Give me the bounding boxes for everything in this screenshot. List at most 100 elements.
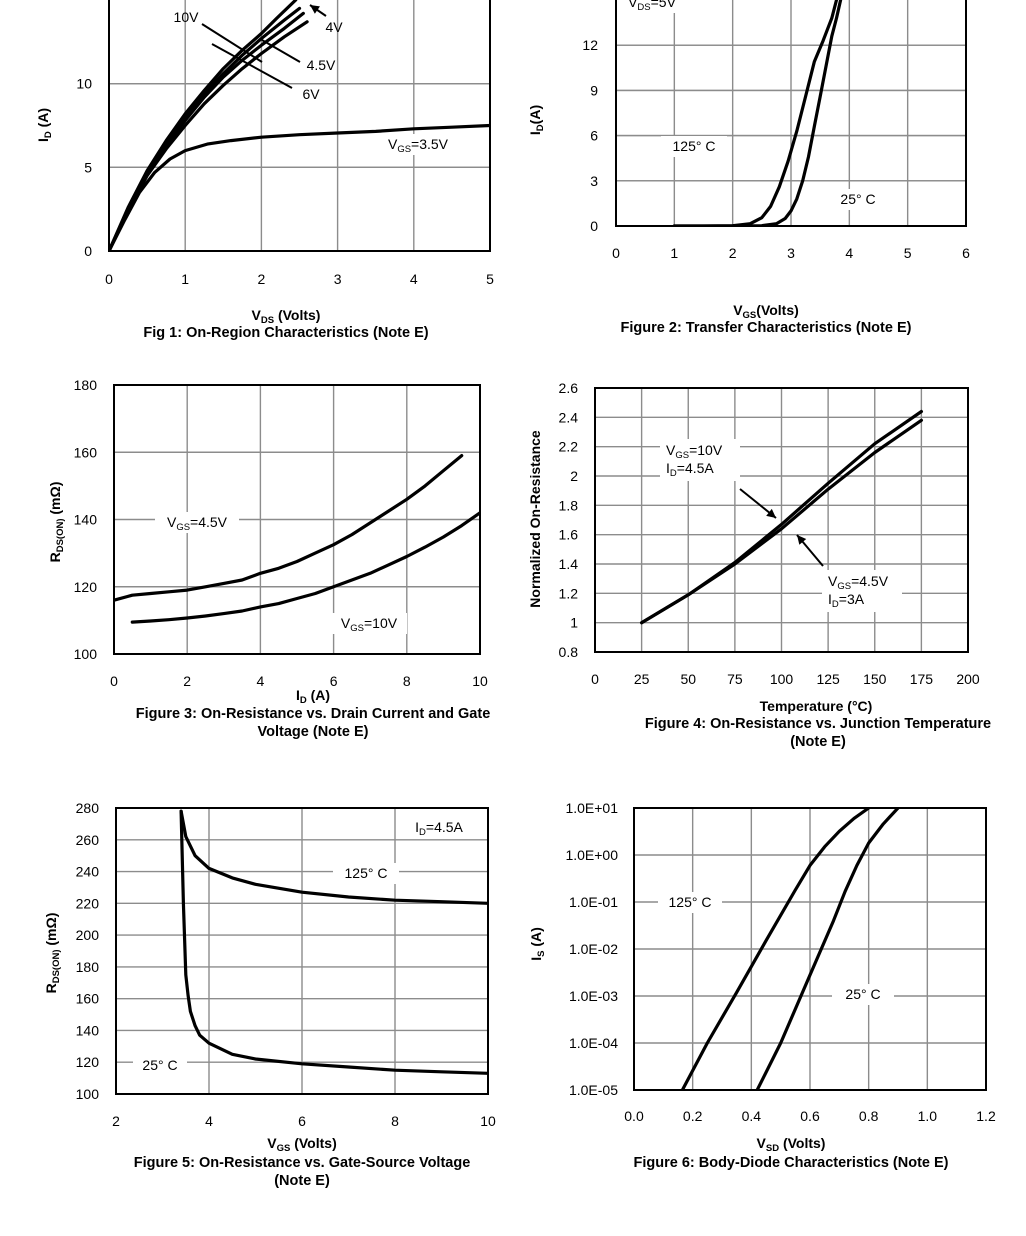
x-tick-label: 0.2 bbox=[683, 1108, 703, 1124]
label-background bbox=[822, 570, 902, 612]
y-tick-label: 260 bbox=[76, 832, 100, 848]
series-annotation: 4V bbox=[325, 19, 343, 35]
x-tick-label: 0 bbox=[105, 271, 113, 287]
figure-caption: Figure 5: On-Resistance vs. Gate-Source … bbox=[134, 1155, 471, 1171]
y-tick-label: 1.0E-05 bbox=[569, 1082, 618, 1098]
y-tick-label: 2 bbox=[570, 468, 578, 484]
x-tick-label: 6 bbox=[330, 673, 338, 689]
y-tick-label: 0 bbox=[84, 243, 92, 259]
y-tick-label: 10 bbox=[76, 76, 92, 92]
y-tick-label: 12 bbox=[582, 37, 598, 53]
figure-caption: (Note E) bbox=[790, 734, 846, 750]
series-line bbox=[114, 454, 464, 602]
x-tick-label: 3 bbox=[787, 245, 795, 261]
x-tick-label: 0.0 bbox=[624, 1108, 644, 1124]
label-background bbox=[333, 863, 399, 884]
y-tick-label: 0 bbox=[590, 218, 598, 234]
y-tick-label: 140 bbox=[76, 1022, 100, 1038]
y-tick-label: 1.0E-02 bbox=[569, 941, 618, 957]
y-tick-label: 1.6 bbox=[559, 527, 579, 543]
fig5-chart: 2 4 6 8 10 100 120 140 160 180 200 220 240 260 280 ID=4… bbox=[43, 800, 496, 1189]
series-line bbox=[130, 511, 480, 624]
x-tick-label: 10 bbox=[480, 1113, 496, 1129]
plot-frame bbox=[633, 807, 987, 1091]
x-tick-label: 5 bbox=[904, 245, 912, 261]
y-tick-label: 1 bbox=[570, 615, 578, 631]
x-tick-label: 0.6 bbox=[800, 1108, 820, 1124]
series-annotation: 25° C bbox=[845, 986, 880, 1002]
x-axis-label: ID (A) bbox=[296, 687, 330, 706]
label-leader bbox=[211, 43, 293, 89]
y-tick-label: 3 bbox=[590, 173, 598, 189]
series-line bbox=[672, 0, 843, 226]
series-line bbox=[755, 808, 900, 1090]
x-tick-label: 200 bbox=[956, 671, 980, 687]
arrow-head bbox=[797, 535, 807, 545]
figure-caption: (Note E) bbox=[274, 1173, 330, 1189]
x-tick-label: 25 bbox=[634, 671, 650, 687]
y-tick-label: 1.0E-03 bbox=[569, 988, 618, 1004]
x-axis-label: VGS(Volts) bbox=[733, 302, 799, 321]
y-tick-label: 240 bbox=[76, 864, 100, 880]
x-tick-label: 0 bbox=[612, 245, 620, 261]
series-line bbox=[179, 809, 488, 1075]
fig4-chart: 0 25 50 75 100 125 150 175 200 0.8 1 1.2 1.4 1.6 1.8 2 2… bbox=[527, 380, 991, 750]
plot-frame bbox=[594, 387, 969, 653]
y-tick-label: 5 bbox=[84, 159, 92, 175]
y-tick-label: 2.2 bbox=[559, 439, 579, 455]
series-line bbox=[109, 11, 305, 251]
y-tick-label: 200 bbox=[76, 927, 100, 943]
series-line bbox=[680, 808, 871, 1090]
y-tick-label: 1.4 bbox=[559, 556, 579, 572]
x-axis-label: VGS (Volts) bbox=[267, 1135, 336, 1154]
series-annotation: 25° C bbox=[142, 1057, 177, 1073]
y-axis-label: RDS(ON) (mΩ) bbox=[43, 913, 62, 994]
series-annotation: 25° C bbox=[840, 191, 875, 207]
x-tick-label: 2 bbox=[112, 1113, 120, 1129]
label-leader bbox=[261, 39, 301, 63]
figure-caption: Figure 4: On-Resistance vs. Junction Tem… bbox=[645, 716, 991, 732]
y-tick-label: 1.0E+01 bbox=[565, 800, 618, 816]
y-tick-label: 220 bbox=[76, 895, 100, 911]
x-tick-label: 1.0 bbox=[918, 1108, 938, 1124]
label-background bbox=[133, 1055, 187, 1076]
y-tick-label: 140 bbox=[74, 512, 98, 528]
figure-caption: Voltage (Note E) bbox=[258, 724, 369, 740]
series-annotation: VDS=5V bbox=[628, 0, 677, 13]
y-tick-label: 1.0E-04 bbox=[569, 1035, 618, 1051]
x-tick-label: 8 bbox=[403, 673, 411, 689]
x-tick-label: 1 bbox=[670, 245, 678, 261]
x-tick-label: 6 bbox=[962, 245, 970, 261]
series-annotation: 4.5V bbox=[307, 57, 336, 73]
y-tick-label: 160 bbox=[74, 444, 98, 460]
y-tick-label: 280 bbox=[76, 800, 100, 816]
x-tick-label: 175 bbox=[910, 671, 934, 687]
label-background bbox=[376, 134, 460, 155]
series-line bbox=[109, 0, 298, 251]
x-tick-label: 10 bbox=[472, 673, 488, 689]
y-axis-label: IS (A) bbox=[528, 927, 547, 961]
figure-caption: Figure 3: On-Resistance vs. Drain Curren… bbox=[136, 706, 491, 722]
y-tick-label: 0.8 bbox=[559, 644, 579, 660]
x-axis-label: VDS (Volts) bbox=[252, 307, 321, 326]
label-background bbox=[832, 984, 894, 1005]
plot-frame bbox=[615, 0, 967, 227]
label-leader bbox=[201, 23, 263, 63]
fig1-chart: 0 1 2 3 4 5 0 5 10 10V 4V 4.5V 6V VGS=3.5V VDS (Volts)… bbox=[35, 0, 494, 341]
series-line bbox=[109, 20, 309, 251]
y-tick-label: 1.0E-01 bbox=[569, 894, 618, 910]
y-tick-label: 120 bbox=[74, 579, 98, 595]
x-tick-label: 50 bbox=[680, 671, 696, 687]
x-tick-label: 4 bbox=[205, 1113, 213, 1129]
y-tick-label: 120 bbox=[76, 1054, 100, 1070]
x-tick-label: 2 bbox=[183, 673, 191, 689]
x-tick-label: 1 bbox=[181, 271, 189, 287]
plot-frame bbox=[115, 807, 489, 1095]
label-background bbox=[331, 613, 407, 634]
x-tick-label: 4 bbox=[257, 673, 265, 689]
x-tick-label: 2 bbox=[729, 245, 737, 261]
label-background bbox=[404, 817, 474, 838]
series-annotation: ID=4.5A bbox=[415, 819, 463, 838]
